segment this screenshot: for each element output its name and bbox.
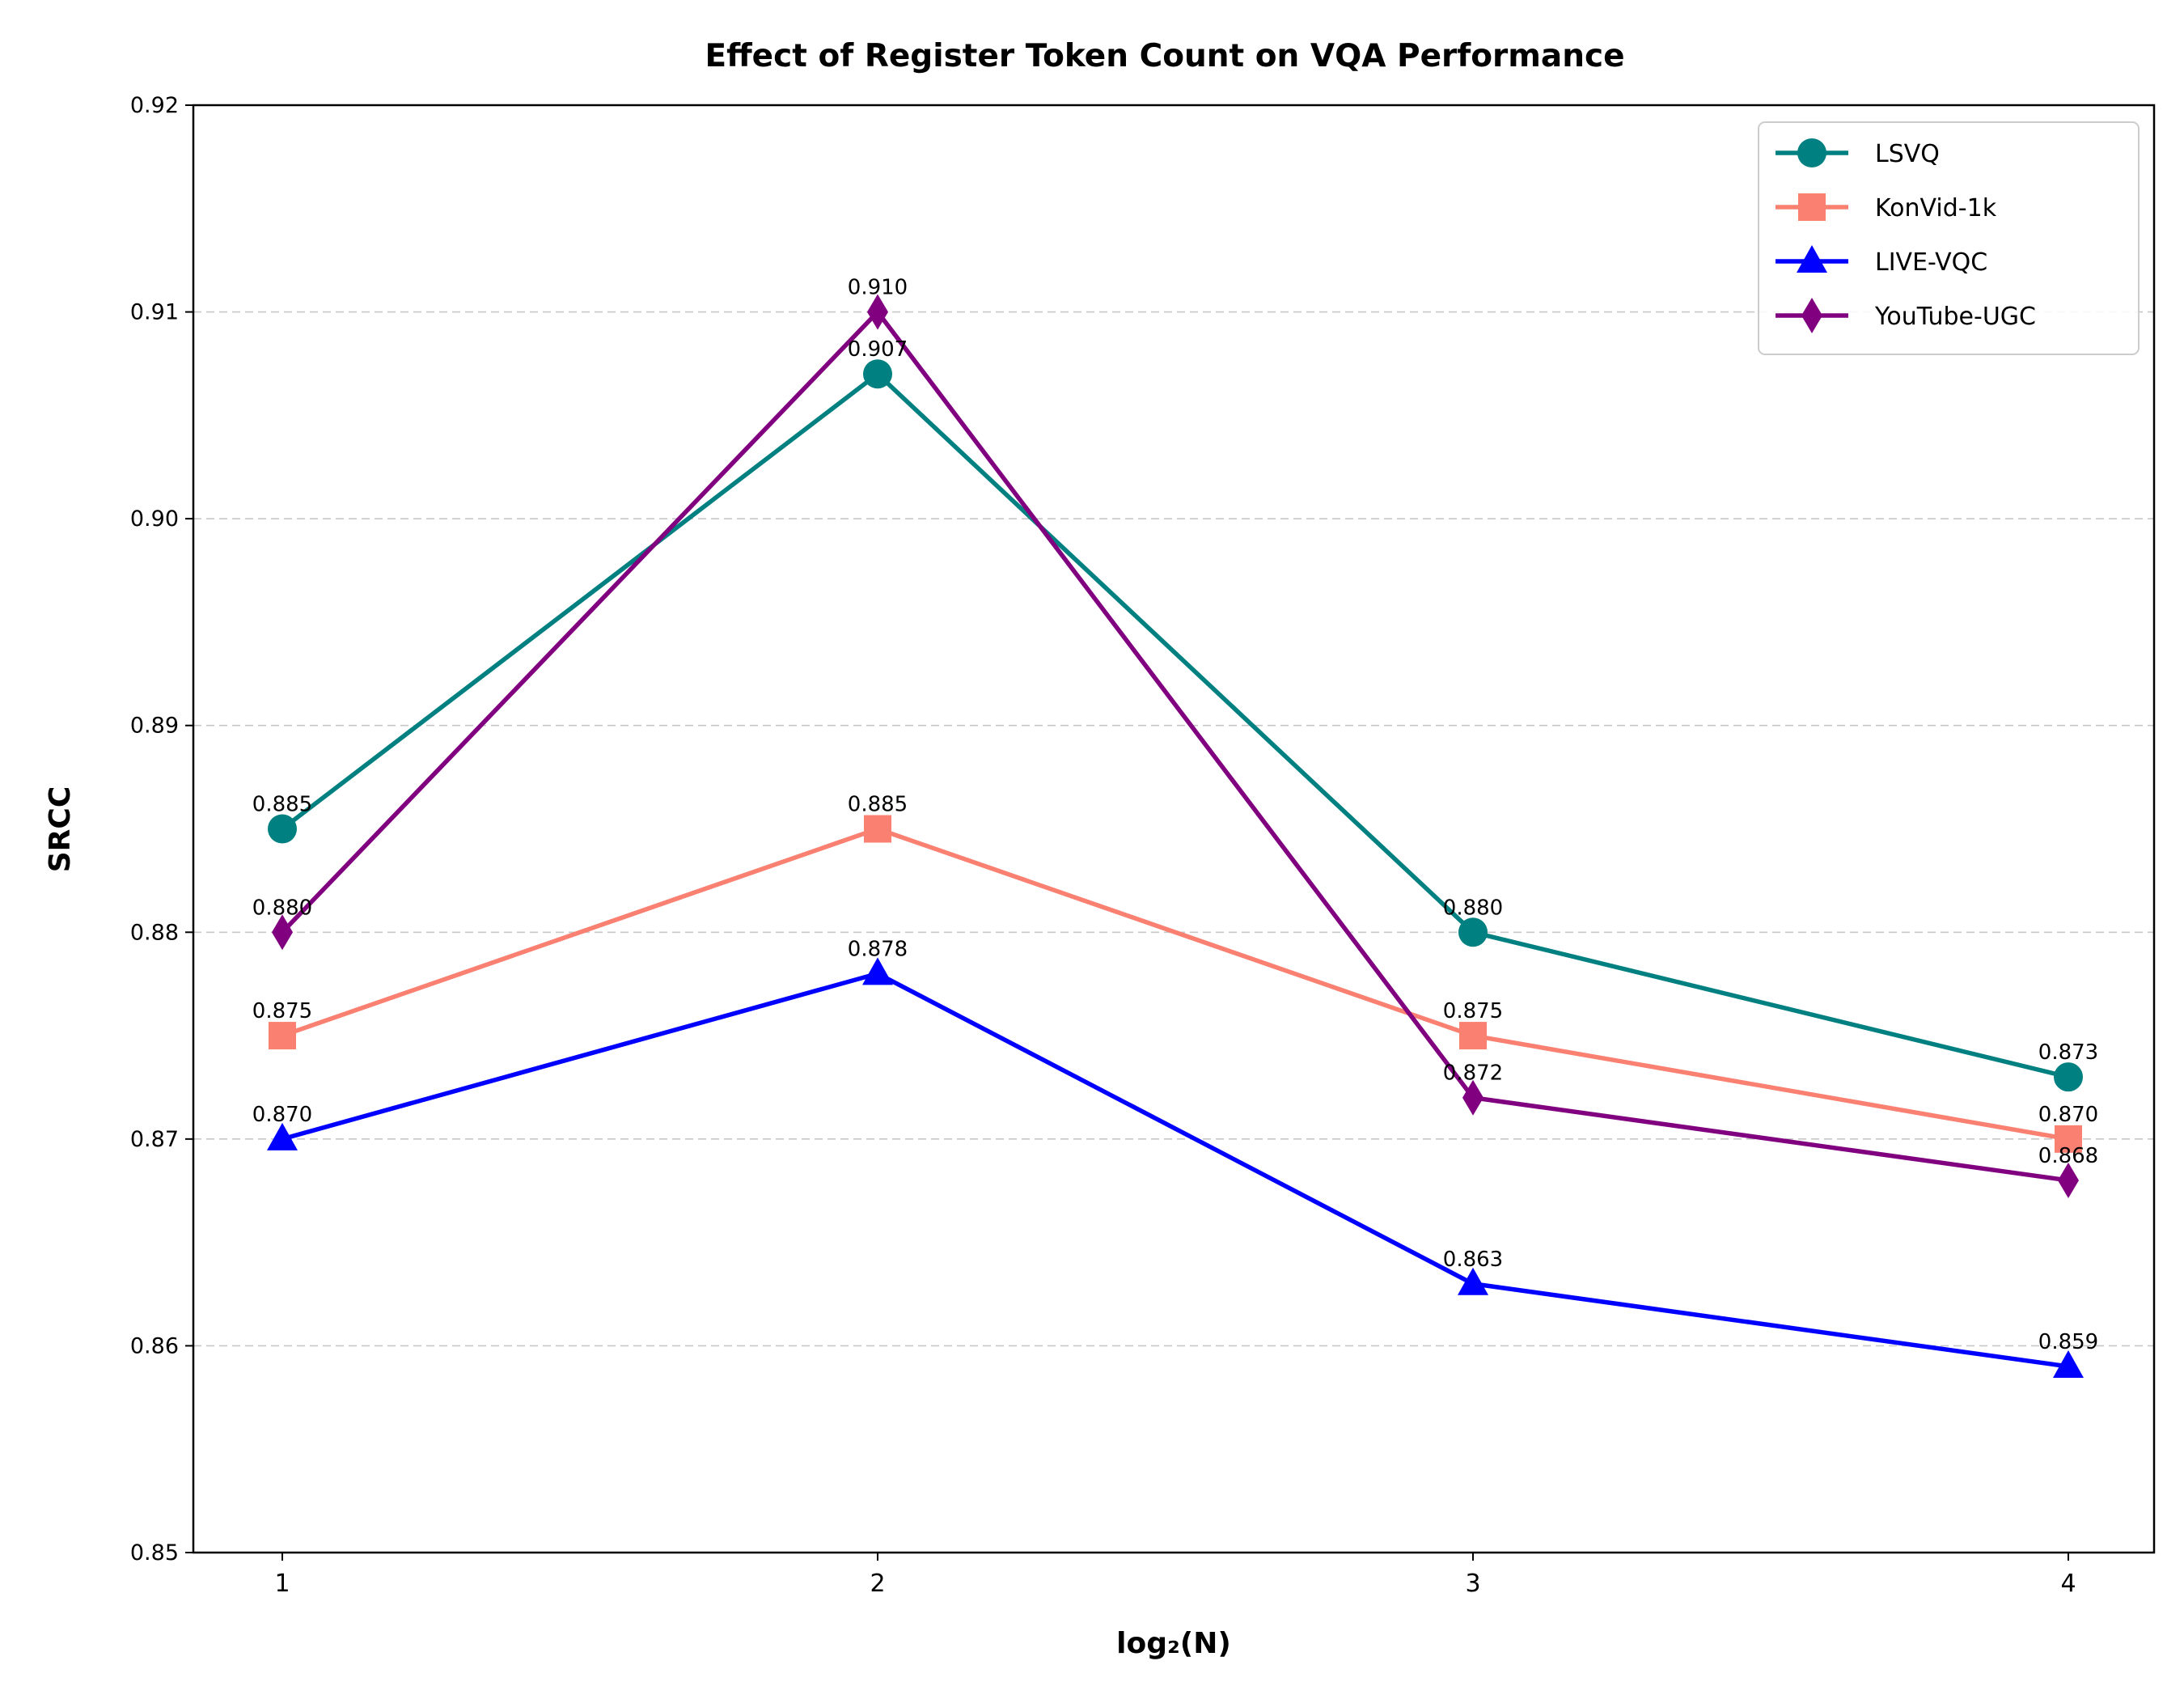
data-label-lsvq: 0.907 — [848, 337, 908, 362]
data-point-youtube-ugc — [272, 914, 293, 951]
data-point-lsvq — [2054, 1062, 2083, 1092]
data-label-live-vqc: 0.878 — [848, 937, 908, 961]
data-labels: 0.885 0.907 0.880 0.873 0.875 0.885 0.875 0.870… — [252, 276, 2098, 1354]
y-tick-label: 0.85 — [130, 1540, 179, 1566]
data-point-lsvq — [268, 814, 297, 844]
data-point-konvid-1k — [2055, 1125, 2082, 1153]
data-label-konvid-1k: 0.870 — [2038, 1103, 2098, 1127]
data-point-youtube-ugc — [1462, 1079, 1484, 1116]
data-point-live-vqc — [1458, 1267, 1488, 1295]
data-label-konvid-1k: 0.875 — [1443, 999, 1503, 1023]
series-line-konvid-1k — [281, 826, 2069, 1142]
data-label-lsvq: 0.873 — [2038, 1040, 2098, 1065]
chart-title: Effect of Register Token Count on VQA Pe… — [705, 38, 1624, 74]
legend-marker-konvid-1k — [1798, 193, 1826, 221]
data-label-live-vqc: 0.859 — [2038, 1330, 2098, 1354]
y-axis: 0.85 0.86 0.87 0.88 0.89 0.90 0.91 0.92 — [130, 93, 193, 1566]
y-tick-label: 0.89 — [130, 714, 179, 739]
legend-label-lsvq: LSVQ — [1875, 140, 1940, 168]
plot-frame — [192, 104, 2156, 1554]
y-tick-label: 0.91 — [130, 300, 179, 325]
series-line-lsvq — [281, 371, 2069, 1079]
data-point-live-vqc — [267, 1122, 298, 1150]
series-line-live-vqc — [281, 971, 2069, 1369]
data-label-konvid-1k: 0.885 — [848, 793, 908, 817]
x-axis-title: log₂(N) — [1116, 1627, 1231, 1660]
y-axis-title: SRCC — [44, 786, 77, 873]
data-point-live-vqc — [862, 957, 893, 985]
data-point-youtube-ugc — [867, 294, 888, 330]
y-tick-label: 0.90 — [130, 506, 179, 532]
y-tick-label: 0.86 — [130, 1333, 179, 1358]
data-point-konvid-1k — [269, 1022, 296, 1050]
legend-marker-live-vqc — [1797, 245, 1827, 273]
data-label-lsvq: 0.880 — [1443, 896, 1503, 920]
series-layer — [267, 294, 2084, 1378]
x-axis: 1 2 3 4 — [274, 1553, 2076, 1598]
data-label-youtube-ugc: 0.868 — [2038, 1144, 2098, 1168]
legend-label-youtube-ugc: YouTube-UGC — [1874, 303, 2036, 331]
x-tick-label: 4 — [2060, 1570, 2076, 1598]
legend-marker-lsvq — [1797, 138, 1826, 167]
data-point-live-vqc — [2053, 1349, 2084, 1378]
legend-label-live-vqc: LIVE-VQC — [1875, 248, 1987, 277]
data-point-konvid-1k — [1459, 1022, 1487, 1050]
x-tick-label: 1 — [274, 1570, 290, 1598]
series-line-youtube-ugc — [281, 309, 2069, 1183]
legend-marker-youtube-ugc — [1801, 298, 1822, 333]
data-label-youtube-ugc: 0.910 — [848, 276, 908, 300]
y-tick-label: 0.88 — [130, 920, 179, 945]
legend: LSVQ KonVid-1k LIVE-VQC YouTube-UGC — [1758, 121, 2140, 355]
data-label-lsvq: 0.885 — [252, 793, 312, 817]
data-label-live-vqc: 0.870 — [252, 1103, 312, 1127]
legend-label-konvid-1k: KonVid-1k — [1875, 194, 1997, 222]
y-tick-label: 0.87 — [130, 1127, 179, 1152]
data-point-konvid-1k — [864, 815, 891, 843]
data-point-lsvq — [1458, 917, 1488, 947]
legend-frame — [1758, 121, 2140, 355]
data-label-live-vqc: 0.863 — [1443, 1248, 1503, 1272]
data-label-youtube-ugc: 0.872 — [1443, 1061, 1503, 1086]
x-tick-label: 3 — [1465, 1570, 1480, 1598]
data-point-youtube-ugc — [2058, 1162, 2079, 1198]
data-label-youtube-ugc: 0.880 — [252, 896, 312, 920]
x-tick-label: 2 — [870, 1570, 885, 1598]
y-tick-label: 0.92 — [130, 93, 179, 118]
grid — [193, 311, 2154, 1347]
data-point-lsvq — [863, 359, 892, 389]
data-label-konvid-1k: 0.875 — [252, 999, 312, 1023]
